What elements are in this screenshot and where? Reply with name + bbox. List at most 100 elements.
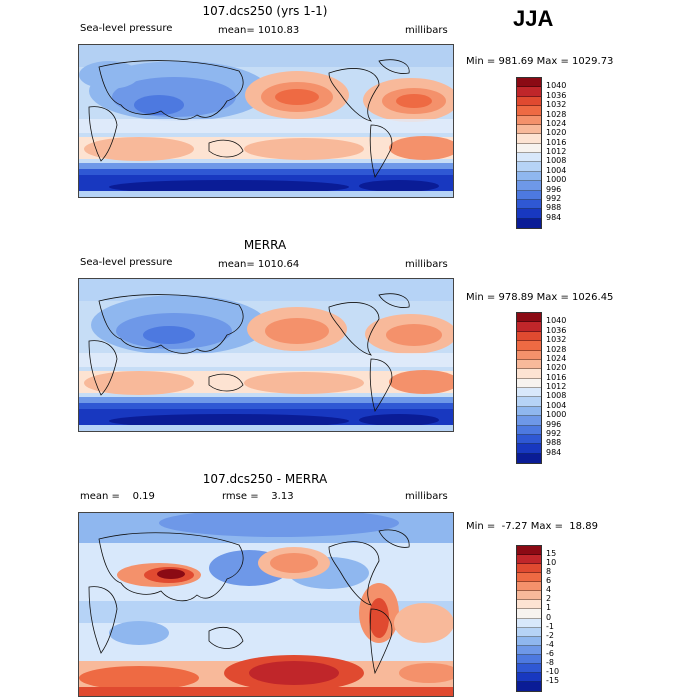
- colorbar-box: [517, 546, 541, 556]
- panel2-map: [78, 278, 454, 432]
- panel1-mean: mean= 1010.83: [218, 25, 300, 36]
- colorbar-box: [517, 331, 541, 342]
- colorbar-box: [517, 600, 541, 610]
- colorbar-label: 992: [546, 193, 562, 203]
- colorbar-box: [517, 181, 541, 191]
- colorbar-label: 1016: [546, 372, 567, 382]
- colorbar-box: [517, 618, 541, 628]
- colorbar-label: 1032: [546, 335, 567, 345]
- colorbar-box: [517, 397, 541, 407]
- colorbar-box: [517, 406, 541, 417]
- panel3-colorbar: [516, 545, 542, 692]
- colorbar-box: [517, 434, 541, 445]
- colorbar-box: [517, 171, 541, 182]
- colorbar-label: 1024: [546, 118, 567, 128]
- panel2-colorbar: [516, 312, 542, 464]
- colorbar-label: 1036: [546, 325, 567, 335]
- colorbar-label: 1: [546, 603, 552, 613]
- colorbar-box: [517, 87, 541, 97]
- colorbar-label: 984: [546, 212, 562, 222]
- colorbar-label: 1036: [546, 90, 567, 100]
- colorbar-box: [517, 313, 541, 323]
- colorbar-box: [517, 209, 541, 219]
- panel2-units: millibars: [405, 259, 448, 270]
- colorbar-label: 6: [546, 576, 552, 586]
- panel1-title: 107.dcs250 (yrs 1-1): [202, 4, 328, 18]
- panel1-units: millibars: [405, 25, 448, 36]
- panel1-colorbar: [516, 77, 542, 229]
- colorbar-box: [517, 453, 541, 463]
- colorbar-label: -6: [546, 648, 554, 658]
- colorbar-box: [517, 199, 541, 210]
- colorbar-box: [517, 663, 541, 673]
- panel2-mean: mean= 1010.64: [218, 259, 300, 270]
- panel3-map-field: [79, 513, 453, 696]
- colorbar-box: [517, 350, 541, 360]
- colorbar-label: 1024: [546, 353, 567, 363]
- colorbar-box: [517, 444, 541, 454]
- colorbar-label: 988: [546, 203, 562, 213]
- colorbar-box: [517, 609, 541, 619]
- colorbar-label: 1000: [546, 410, 567, 420]
- colorbar-label: -15: [546, 675, 560, 685]
- colorbar-label: 996: [546, 419, 562, 429]
- colorbar-label: 2: [546, 594, 552, 604]
- panel3-minmax: Min = -7.27 Max = 18.89: [466, 521, 598, 532]
- colorbar-box: [517, 654, 541, 664]
- colorbar-box: [517, 425, 541, 435]
- colorbar-box: [517, 416, 541, 426]
- colorbar-box: [517, 564, 541, 574]
- panel2-map-field: [79, 279, 453, 431]
- colorbar-box: [517, 369, 541, 379]
- panel2-title: MERRA: [243, 238, 287, 252]
- colorbar-label: 1000: [546, 175, 567, 185]
- colorbar-box: [517, 162, 541, 172]
- colorbar-label: 1020: [546, 128, 567, 138]
- colorbar-box: [517, 645, 541, 655]
- colorbar-box: [517, 134, 541, 144]
- colorbar-box: [517, 78, 541, 88]
- colorbar-box: [517, 636, 541, 646]
- colorbar-box: [517, 573, 541, 583]
- colorbar-label: -8: [546, 657, 554, 667]
- colorbar-box: [517, 322, 541, 332]
- panel1-minmax: Min = 981.69 Max = 1029.73: [466, 56, 614, 67]
- colorbar-box: [517, 681, 541, 691]
- colorbar-box: [517, 378, 541, 388]
- colorbar-label: 1028: [546, 344, 567, 354]
- colorbar-box: [517, 582, 541, 592]
- colorbar-label: 10: [546, 558, 557, 568]
- panel1-map: [78, 44, 454, 198]
- colorbar-label: 1012: [546, 382, 567, 391]
- colorbar-label: -10: [546, 666, 560, 676]
- colorbar-label: 1028: [546, 109, 567, 119]
- colorbar-label: 1004: [546, 400, 567, 410]
- colorbar-label: 1012: [546, 147, 567, 156]
- colorbar-box: [517, 143, 541, 153]
- colorbar-label: 992: [546, 428, 562, 438]
- colorbar-label: -1: [546, 621, 554, 631]
- colorbar-label: 0: [546, 612, 552, 622]
- panel1-variable-label: Sea-level pressure: [80, 23, 173, 34]
- colorbar-label: 4: [546, 585, 552, 595]
- panel2-colorbar-boxes: [517, 313, 541, 463]
- colorbar-label: 1008: [546, 391, 567, 401]
- colorbar-label: 1040: [546, 316, 567, 326]
- panel1-map-field: [79, 45, 453, 197]
- colorbar-label: 15: [546, 549, 557, 559]
- colorbar-label: 988: [546, 438, 562, 448]
- colorbar-box: [517, 115, 541, 125]
- panel1-colorbar-boxes: [517, 78, 541, 228]
- panel3-title: 107.dcs250 - MERRA: [202, 472, 328, 486]
- panel3-mean: mean = 0.19: [80, 491, 155, 502]
- panel3-units: millibars: [405, 491, 448, 502]
- panel2-variable-label: Sea-level pressure: [80, 257, 173, 268]
- colorbar-box: [517, 124, 541, 135]
- colorbar-box: [517, 627, 541, 637]
- colorbar-box: [517, 153, 541, 163]
- colorbar-box: [517, 555, 541, 565]
- colorbar-label: -4: [546, 639, 554, 649]
- colorbar-label: 984: [546, 447, 562, 457]
- colorbar-box: [517, 190, 541, 200]
- colorbar-label: 996: [546, 184, 562, 194]
